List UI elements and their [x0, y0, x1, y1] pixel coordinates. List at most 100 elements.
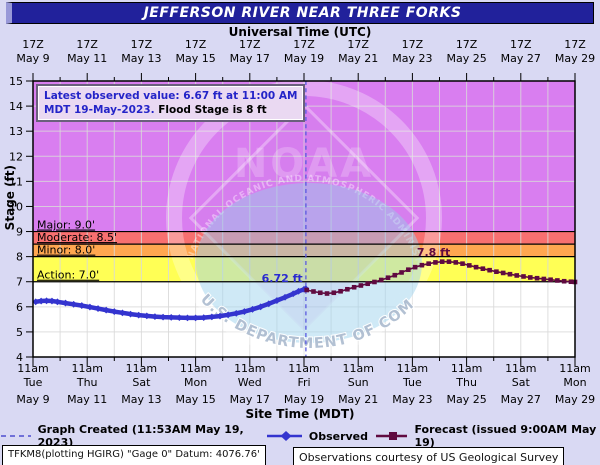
bottom-axis-time-label: 11am: [71, 362, 102, 375]
bottom-axis-title: Site Time (MDT): [245, 407, 355, 421]
observed-point: [94, 305, 102, 312]
top-axis-hour-label: 17Z: [402, 38, 424, 51]
y-tick-label: 11: [9, 175, 23, 188]
observed-point: [175, 314, 183, 322]
forecast-point: [304, 287, 310, 293]
bottom-axis-day-label: Tue: [402, 376, 422, 389]
top-axis-hour-label: 17Z: [239, 38, 261, 51]
bottom-axis-date-label: May 17: [230, 393, 270, 406]
observations-credit: Observations courtesy of US Geological S…: [293, 447, 565, 465]
bottom-axis-day-label: Wed: [238, 376, 262, 389]
forecast-point: [365, 281, 370, 287]
observed-point: [240, 308, 248, 315]
y-tick-label: 4: [16, 351, 23, 364]
latest-observed-info-box: Latest observed value: 6.67 ft at 11:00 …: [36, 84, 306, 123]
annotation-6.72-ft: 6.72 ft: [262, 272, 303, 285]
top-axis-title: Universal Time (UTC): [228, 25, 372, 39]
y-tick-label: 6: [16, 301, 23, 314]
commerce-globe: [196, 183, 422, 343]
chart-legend: Graph Created (11:53AM May 19, 2023) Obs…: [0, 423, 600, 449]
y-tick-label: 9: [16, 226, 23, 239]
bottom-axis-date-label: May 9: [16, 393, 49, 406]
y-tick-label: 13: [9, 125, 23, 138]
bottom-axis-date-label: May 15: [175, 393, 215, 406]
observed-point: [295, 287, 302, 295]
top-axis-date-label: May 9: [16, 52, 49, 65]
forecast-point: [433, 260, 438, 265]
latest-observed-line2: MDT 19-May-2023.: [44, 104, 155, 117]
flood-label-action: Action: 7.0': [37, 269, 99, 282]
top-axis-hour-label: 17Z: [131, 38, 153, 51]
top-axis-date-label: May 27: [501, 52, 541, 65]
observed-point: [216, 312, 224, 320]
forecast-point: [412, 264, 418, 270]
latest-observed-line1: Latest observed value: 6.67 ft at 11:00 …: [44, 90, 298, 102]
bottom-axis-day-label: Mon: [563, 376, 586, 389]
top-axis-hour-label: 17Z: [293, 38, 315, 51]
observed-point: [224, 311, 232, 319]
gage-datum-info: TFKM8(plotting HGIRG) "Gage 0" Datum: 40…: [2, 445, 266, 465]
bottom-axis-day-label: Thu: [76, 376, 98, 389]
forecast-point: [311, 289, 316, 294]
bottom-axis-day-label: Thu: [455, 376, 477, 389]
bottom-axis-date-label: May 21: [338, 393, 378, 406]
bottom-axis-time-label: 11am: [397, 362, 428, 375]
observed-point: [192, 314, 199, 322]
observed-point: [265, 300, 273, 308]
bottom-axis-time-label: 11am: [17, 362, 48, 375]
forecast-point: [372, 279, 377, 285]
top-axis-date-label: May 13: [121, 52, 161, 65]
bottom-axis-time-label: 11am: [451, 362, 482, 375]
bottom-axis-time-label: 11am: [559, 362, 590, 375]
legend-observed-label: Observed: [308, 429, 369, 443]
flood-label-minor: Minor: 8.0': [37, 244, 95, 257]
forecast-point: [426, 261, 431, 266]
forecast-point: [494, 269, 499, 274]
noaa-logo-text: NOAA: [234, 141, 374, 187]
bottom-axis-time-label: 11am: [505, 362, 536, 375]
bottom-axis-day-label: Sat: [512, 376, 531, 389]
top-axis-date-label: May 25: [446, 52, 486, 65]
forecast-point: [548, 277, 553, 283]
forecast-point: [555, 278, 560, 283]
forecast-point: [480, 266, 486, 271]
top-axis-hour-label: 17Z: [76, 38, 98, 51]
observed-point: [257, 303, 265, 311]
top-axis-date-label: May 21: [338, 52, 378, 65]
page-title: JEFFERSON RIVER NEAR THREE FORKS: [6, 2, 594, 24]
y-tick-label: 7: [16, 276, 23, 289]
forecast-point: [568, 279, 574, 285]
forecast-point: [460, 261, 465, 266]
flood-label-moderate: Moderate: 8.5': [37, 231, 117, 244]
observed-point: [62, 299, 69, 307]
observed-point: [232, 309, 240, 317]
annotation-7.8-ft: 7.8 ft: [417, 246, 450, 259]
observed-point: [249, 305, 256, 313]
forecast-point: [419, 262, 425, 268]
y-tick-label: 15: [9, 75, 23, 88]
observed-point: [184, 314, 191, 322]
top-axis-date-label: May 15: [175, 52, 215, 65]
observed-point: [273, 297, 281, 304]
observed-point: [143, 312, 151, 320]
observed-marker-icon: [266, 431, 302, 441]
top-axis-date-label: May 11: [67, 52, 107, 65]
forecast-point: [392, 272, 398, 278]
forecast-point: [351, 284, 357, 290]
observed-point: [53, 298, 61, 306]
bottom-axis-time-label: 11am: [234, 362, 265, 375]
bottom-axis-time-label: 11am: [126, 362, 157, 375]
observed-point: [37, 297, 45, 305]
bottom-axis-day-label: Mon: [184, 376, 207, 389]
forecast-point: [399, 270, 404, 275]
bottom-axis-time-label: 11am: [342, 362, 373, 375]
bottom-axis-date-label: May 13: [121, 393, 161, 406]
top-axis-hour-label: 17Z: [510, 38, 532, 51]
forecast-point: [514, 273, 520, 278]
bottom-axis-time-label: 11am: [288, 362, 319, 375]
bottom-axis-date-label: May 29: [555, 393, 595, 406]
forecast-point: [385, 275, 391, 281]
observed-point: [127, 310, 134, 318]
